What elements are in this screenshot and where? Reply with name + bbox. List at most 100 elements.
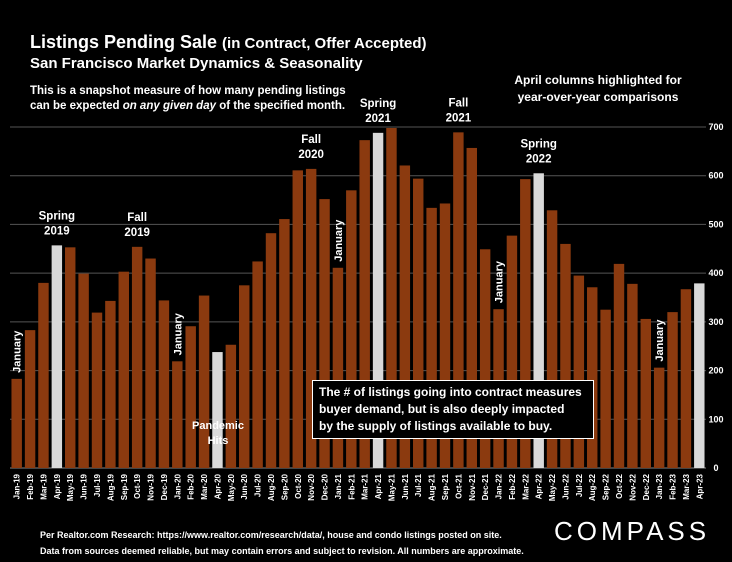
bar: [11, 378, 22, 468]
x-tick-label: Feb-21: [347, 473, 356, 499]
annotation-january: January: [172, 312, 184, 355]
bar: [573, 275, 585, 468]
bar: [413, 178, 424, 468]
pandemic-label: Pandemic Hits: [186, 419, 250, 449]
bar: [613, 263, 625, 468]
bar: [466, 147, 477, 468]
x-tick-label: Jan-20: [173, 473, 182, 499]
bar: [225, 344, 237, 468]
annotation-january: January: [12, 330, 24, 373]
annotation-season: Fall 2021: [446, 97, 472, 124]
annotation-january: January: [494, 260, 506, 303]
highlight-note: April columns highlighted for year-over-…: [498, 72, 698, 106]
x-tick-label: Jun-19: [80, 473, 89, 499]
bar: [560, 243, 571, 468]
bar-highlight: [694, 283, 705, 468]
annotation-season: Fall 2019: [124, 212, 150, 239]
x-tick-label: Sep-22: [602, 473, 611, 500]
bar: [185, 326, 196, 468]
x-tick-label: Feb-19: [26, 473, 35, 499]
bar: [399, 165, 411, 468]
desc-line-1: This is a snapshot measure of how many p…: [30, 85, 346, 97]
callout-box: The # of listings going into contract me…: [312, 380, 594, 439]
x-tick-label: Apr-19: [53, 473, 62, 499]
bar: [158, 300, 170, 468]
x-tick-label: Aug-21: [428, 473, 437, 501]
annotation-season: Spring 2019: [39, 210, 75, 237]
x-tick-label: Aug-19: [106, 473, 115, 501]
x-tick-label: Jun-22: [561, 473, 570, 499]
compass-logo: COMPASS: [554, 516, 711, 546]
x-tick-label: Nov-21: [468, 473, 477, 500]
x-tick-label: May-19: [66, 473, 75, 501]
y-tick-label: 500: [708, 219, 723, 229]
bar-highlight: [372, 132, 384, 469]
bar-highlight: [212, 352, 223, 468]
bar: [587, 287, 598, 468]
note-line-2: year-over-year comparisons: [517, 90, 679, 104]
chart-subtitle: San Francisco Market Dynamics & Seasonal…: [30, 55, 363, 72]
y-tick-label: 200: [708, 366, 723, 376]
chart-description: This is a snapshot measure of how many p…: [30, 84, 360, 114]
x-tick-label: Aug-20: [267, 473, 276, 501]
bar: [131, 246, 143, 468]
x-tick-label: Apr-22: [535, 473, 544, 499]
footer-disclaimer: Data from sources deemed reliable, but m…: [40, 546, 524, 556]
x-tick-label: Dec-19: [160, 473, 169, 500]
bar: [680, 289, 692, 468]
x-tick-label: Sep-20: [280, 473, 289, 500]
bar: [520, 179, 531, 469]
bar: [627, 283, 638, 468]
annotation-season: Spring 2021: [360, 98, 396, 125]
x-tick-label: Jul-20: [254, 473, 263, 497]
bar: [279, 219, 290, 468]
bar: [386, 127, 397, 468]
pandemic-line-2: Hits: [207, 435, 229, 447]
desc-line-2-pre: can be expected: [30, 100, 123, 112]
note-line-1: April columns highlighted for: [514, 73, 682, 87]
chart-title: Listings Pending Sale (in Contract, Offe…: [30, 32, 427, 53]
bar: [65, 247, 76, 468]
footer-source: Per Realtor.com Research: https://www.re…: [40, 530, 502, 540]
bar: [305, 168, 317, 468]
bar: [600, 309, 611, 468]
callout-line-2: buyer demand, but is also deeply impacte…: [319, 402, 565, 416]
bar: [640, 318, 651, 468]
x-tick-label: Apr-20: [213, 473, 222, 499]
bar: [439, 203, 451, 468]
x-tick-label: Jul-22: [575, 473, 584, 497]
x-tick-label: Mar-22: [521, 473, 530, 499]
y-tick-label: 600: [708, 171, 723, 181]
desc-line-2-post: of the specified month.: [216, 100, 346, 112]
x-tick-label: Oct-20: [294, 473, 303, 498]
y-tick-label: 400: [708, 268, 723, 278]
x-tick-label: Apr-21: [374, 473, 383, 499]
x-tick-label: Jan-21: [334, 473, 343, 499]
bar: [479, 249, 491, 468]
y-tick-label: 100: [708, 414, 723, 424]
x-tick-label: Jan-22: [495, 473, 504, 499]
x-tick-label: Mar-19: [39, 473, 48, 499]
bar: [145, 258, 156, 468]
y-tick-label: 300: [708, 317, 723, 327]
bar: [332, 267, 344, 468]
callout-line-1: The # of listings going into contract me…: [319, 385, 582, 399]
x-tick-label: Dec-22: [642, 473, 651, 500]
bar: [78, 273, 89, 468]
annotation-season: Fall 2020: [298, 134, 324, 161]
bar: [292, 170, 303, 468]
bar: [346, 190, 357, 469]
bar: [38, 282, 49, 468]
bar: [667, 312, 678, 468]
x-tick-label: Feb-20: [187, 473, 196, 499]
x-tick-label: Apr-23: [695, 473, 704, 499]
x-tick-label: Aug-22: [588, 473, 597, 501]
bar: [359, 140, 370, 468]
title-main: Listings Pending Sale: [30, 32, 218, 52]
x-tick-label: Nov-22: [628, 473, 637, 500]
bar: [118, 271, 129, 468]
x-tick-label: Jun-20: [240, 473, 249, 499]
x-tick-label: Dec-21: [481, 473, 490, 500]
x-tick-label: Oct-22: [615, 473, 624, 498]
x-tick-label: Jan-23: [655, 473, 664, 499]
